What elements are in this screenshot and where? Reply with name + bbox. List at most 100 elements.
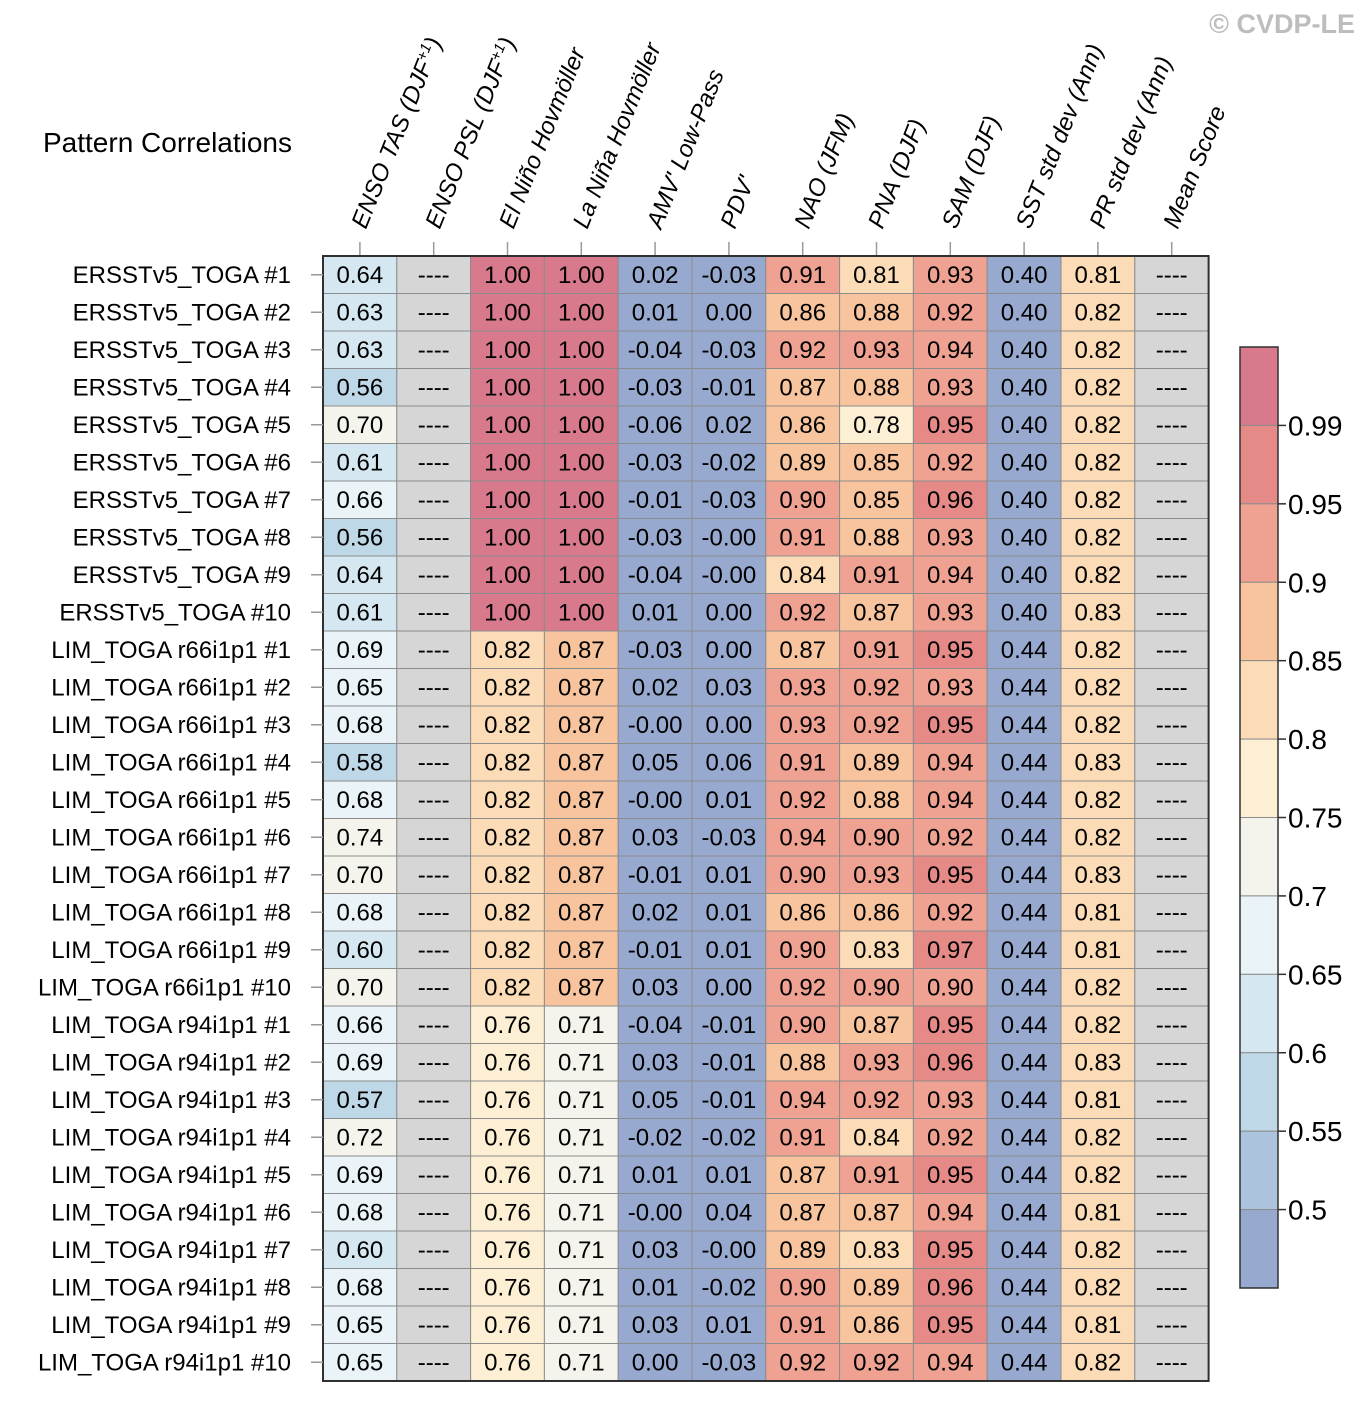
cell-value: 0.00 — [632, 1349, 679, 1376]
cell-value: 0.71 — [558, 1274, 605, 1301]
cell-value: 0.44 — [1001, 899, 1048, 926]
row-label: LIM_TOGA r66i1p1 #7 — [51, 862, 291, 889]
row-label: ERSSTv5_TOGA #6 — [73, 449, 291, 476]
cell-value: -0.01 — [628, 487, 683, 514]
cell-value: 0.83 — [1075, 862, 1122, 889]
heatmap-cell — [617, 1005, 693, 1044]
row-label: ERSSTv5_TOGA #3 — [73, 337, 291, 364]
heatmap-cell — [912, 1193, 988, 1232]
heatmap-cell — [543, 1080, 619, 1119]
cell-value: 0.87 — [558, 749, 605, 776]
row-labels: ERSSTv5_TOGA #1 ERSSTv5_TOGA #2 ERSSTv5_TO… — [38, 262, 323, 1376]
heatmap-cell — [765, 1118, 841, 1157]
chart-title: Pattern Correlations — [43, 127, 292, 158]
cell-value: 0.76 — [484, 1124, 531, 1151]
cell-value: -0.03 — [702, 1349, 757, 1376]
cell-value: 0.87 — [558, 862, 605, 889]
cell-value: 0.02 — [706, 412, 753, 439]
cell-value: ---- — [418, 937, 450, 964]
heatmap-cell — [1060, 1005, 1136, 1044]
cell-value: 0.00 — [706, 299, 753, 326]
cell-value: 0.95 — [927, 1312, 974, 1339]
cell-value: 0.83 — [853, 937, 900, 964]
cell-value: -0.03 — [628, 637, 683, 664]
cell-value: ---- — [1156, 262, 1188, 289]
heatmap-cell — [543, 743, 619, 782]
heatmap-cell — [1134, 1343, 1210, 1382]
cell-value: 0.82 — [1075, 337, 1122, 364]
cell-value: ---- — [1156, 449, 1188, 476]
heatmap-cell — [839, 555, 914, 594]
row-label: ERSSTv5_TOGA #2 — [73, 299, 291, 326]
cell-value: -0.03 — [628, 449, 683, 476]
cell-value: 0.91 — [853, 562, 900, 589]
cell-value: 0.82 — [1075, 974, 1122, 1001]
heatmap-cell — [470, 1118, 545, 1157]
colorbar-tick-label: 0.85 — [1288, 646, 1343, 677]
heatmap-cell — [1134, 480, 1210, 519]
heatmap-cell — [1134, 705, 1210, 744]
heatmap-cell — [543, 555, 619, 594]
cell-value: 0.94 — [927, 1199, 974, 1226]
heatmap-cell — [1134, 555, 1210, 594]
cell-value: 0.82 — [1075, 637, 1122, 664]
heatmap-cell — [765, 1343, 841, 1382]
heatmap-cell — [543, 1343, 619, 1382]
heatmap-cell — [470, 855, 545, 894]
cell-value: 0.69 — [337, 1049, 384, 1076]
heatmap-cell — [322, 705, 398, 744]
heatmap-cell — [322, 743, 398, 782]
cell-value: ---- — [1156, 899, 1188, 926]
cell-value: -0.01 — [702, 1087, 757, 1114]
row-label: LIM_TOGA r94i1p1 #5 — [51, 1162, 291, 1189]
cell-value: 0.85 — [853, 487, 900, 514]
cell-value: 0.44 — [1001, 824, 1048, 851]
heatmap-cell — [470, 330, 545, 369]
column-label: Mean Score — [1158, 102, 1232, 232]
heatmap-cell — [1060, 930, 1136, 969]
cell-value: 0.71 — [558, 1349, 605, 1376]
cell-value: -0.03 — [628, 374, 683, 401]
cell-value: 0.76 — [484, 1274, 531, 1301]
cell-value: ---- — [1156, 374, 1188, 401]
cell-value: 1.00 — [484, 299, 531, 326]
cell-value: 0.71 — [558, 1012, 605, 1039]
heatmap-cell — [691, 518, 767, 557]
cell-value: -0.02 — [702, 1124, 757, 1151]
cell-value: 1.00 — [484, 337, 531, 364]
watermark: © CVDP-LE — [1209, 9, 1355, 39]
cell-value: ---- — [418, 1049, 450, 1076]
heatmap-cell — [1060, 255, 1136, 294]
heatmap-cell — [1060, 368, 1136, 407]
heatmap-cell — [839, 968, 914, 1007]
heatmap-cell — [1134, 1080, 1210, 1119]
heatmap-cell — [396, 818, 472, 857]
colorbar-swatch — [1239, 346, 1279, 426]
cell-value: -0.04 — [628, 337, 683, 364]
colorbar-tick-label: 0.55 — [1288, 1116, 1343, 1147]
cell-value: 0.44 — [1001, 937, 1048, 964]
cell-value: 0.76 — [484, 1237, 531, 1264]
heatmap-cell — [322, 1193, 398, 1232]
heatmap-cell — [543, 518, 619, 557]
cell-value: 0.44 — [1001, 862, 1048, 889]
cell-value: 0.87 — [558, 974, 605, 1001]
cell-value: 0.76 — [484, 1012, 531, 1039]
heatmap-cell — [839, 930, 914, 969]
heatmap-cell — [839, 405, 914, 444]
cell-value: 0.96 — [927, 487, 974, 514]
colorbar-tick-label: 0.99 — [1288, 410, 1343, 441]
cell-value: 0.71 — [558, 1199, 605, 1226]
cell-value: 0.86 — [853, 899, 900, 926]
cell-value: ---- — [418, 562, 450, 589]
cell-value: 0.92 — [927, 449, 974, 476]
heatmap-cell — [322, 1268, 398, 1307]
cell-value: 0.86 — [779, 899, 826, 926]
heatmap-cell — [617, 593, 693, 632]
cell-value: 0.83 — [1075, 599, 1122, 626]
column-label: PNA (DJF) — [863, 115, 931, 232]
row-label: LIM_TOGA r94i1p1 #1 — [51, 1012, 291, 1039]
heatmap-cell — [986, 1155, 1062, 1194]
cell-value: 0.90 — [927, 974, 974, 1001]
